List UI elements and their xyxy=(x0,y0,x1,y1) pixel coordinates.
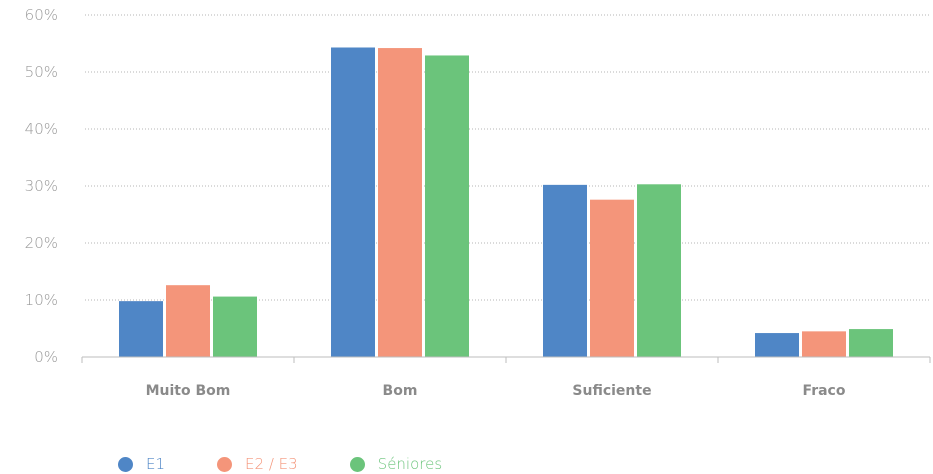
legend-swatch xyxy=(118,456,133,472)
legend: E1 E2 / E3 Séniores xyxy=(118,455,494,473)
bar-suficiente-series-0 xyxy=(543,184,587,357)
x-tick-label: Muito Bom xyxy=(146,383,231,399)
legend-item: Séniores xyxy=(349,455,443,473)
bar-fraco-series-0 xyxy=(755,333,799,357)
bar-fraco-series-2 xyxy=(849,329,893,357)
gridlines xyxy=(85,14,930,301)
legend-label: E1 xyxy=(146,455,166,473)
bar-muito-bom-series-1 xyxy=(166,285,210,357)
y-tick-label: 0% xyxy=(34,348,58,366)
legend-item: E1 xyxy=(118,455,165,473)
y-tick-label: 10% xyxy=(25,291,58,309)
y-axis-ticks: 0% 10% 20% 30% 40% 50% 60% xyxy=(25,6,58,366)
legend-item: E2 / E3 xyxy=(217,455,298,473)
x-axis xyxy=(81,356,931,363)
x-tick-label: Suficiente xyxy=(572,383,651,399)
x-tick-label: Fraco xyxy=(803,383,846,399)
y-tick-label: 50% xyxy=(25,63,58,81)
bar-bom-series-0 xyxy=(331,47,375,358)
y-tick-label: 20% xyxy=(25,234,58,252)
legend-swatch xyxy=(349,456,365,472)
bar-fraco-series-1 xyxy=(802,331,846,357)
x-tick-label: Bom xyxy=(383,383,418,399)
bars xyxy=(119,47,893,358)
bar-suficiente-series-2 xyxy=(637,184,681,357)
bar-bom-series-2 xyxy=(425,55,469,357)
legend-label: Séniores xyxy=(377,455,443,473)
legend-label: E2 / E3 xyxy=(245,455,298,473)
y-tick-label: 30% xyxy=(25,177,58,195)
bar-suficiente-series-1 xyxy=(590,199,634,357)
legend-swatch xyxy=(217,456,233,472)
y-tick-label: 60% xyxy=(25,6,58,24)
bar-muito-bom-series-0 xyxy=(119,301,163,357)
y-tick-label: 40% xyxy=(25,120,58,138)
bar-muito-bom-series-2 xyxy=(213,296,257,357)
x-axis-ticks: Muito Bom Bom Suficiente Fraco xyxy=(146,383,846,399)
bar-bom-series-1 xyxy=(378,48,422,358)
